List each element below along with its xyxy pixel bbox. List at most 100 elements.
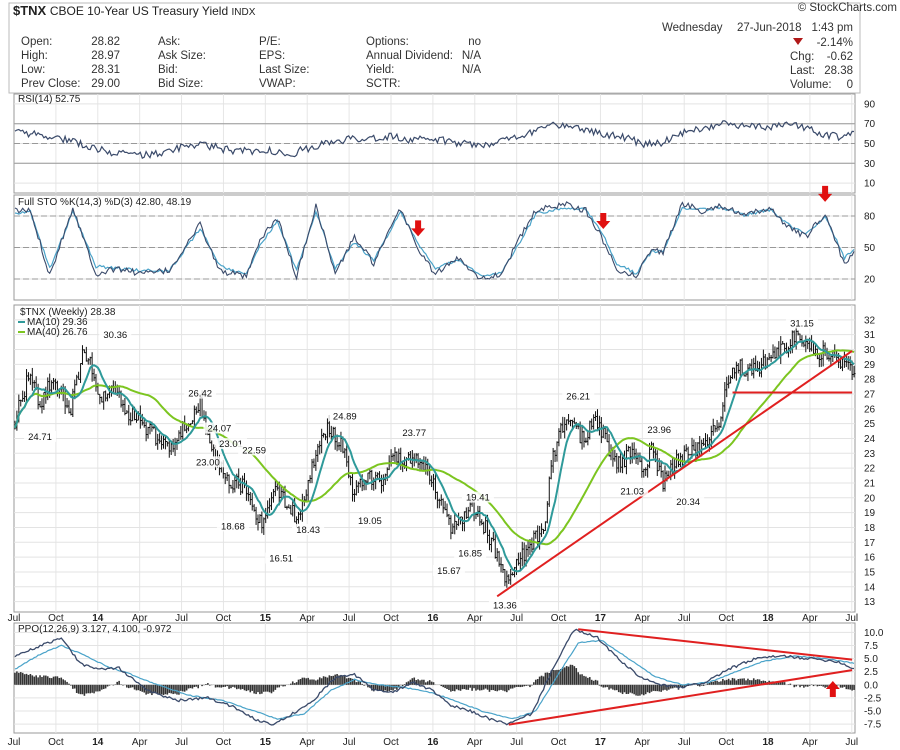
quote-label: Prev Close:: [21, 78, 80, 90]
symbol: $TNX: [13, 3, 50, 18]
x-tick-label: Jul: [175, 737, 188, 748]
callout-bg: [643, 424, 676, 436]
callout-bg: [328, 410, 361, 422]
callout-bg: [203, 422, 236, 434]
x-tick-label: Jul: [845, 613, 858, 624]
y-tick-label: 15: [864, 567, 876, 578]
ma40-label: MA(40) 26.76: [27, 327, 88, 338]
x-tick-label: Oct: [383, 613, 399, 624]
panel-price: 32 31 30 29 28 27 26 25 24 23 22 21 20 19 18 17 16 15 14 13…: [13, 304, 876, 613]
x-tick-label: 16: [427, 737, 439, 748]
volume-value: 0: [847, 79, 853, 91]
y-tick-label: 10: [864, 179, 876, 190]
y-tick-label: 18: [864, 523, 876, 534]
price-callout: 31.15: [790, 318, 814, 329]
x-tick-label: Apr: [467, 613, 483, 624]
y-tick-label: 50: [864, 243, 876, 254]
x-tick-label: Jul: [678, 613, 691, 624]
x-tick-label: Apr: [635, 613, 651, 624]
ma10-label: MA(10) 29.36: [27, 317, 88, 328]
callout-bg: [265, 552, 298, 564]
price-callout: 20.34: [676, 497, 700, 508]
y-tick-label: 70: [864, 119, 876, 130]
callout-bg: [488, 599, 521, 611]
price-title: $TNX (Weekly) 28.38: [20, 307, 116, 318]
x-tick-label: Jul: [8, 613, 21, 624]
price-callout: 18.43: [296, 525, 320, 536]
symbol-title: $TNX CBOE 10-Year US Treasury Yield INDX: [13, 3, 256, 18]
quote-label: Low:: [21, 64, 45, 76]
x-tick-label: 18: [762, 613, 774, 624]
panel-sto: 80 50 20 Full STO %K(14,3) %D(3) 42.80, 48.…: [13, 185, 876, 301]
x-tick-label: 17: [595, 737, 607, 748]
callout-bg: [238, 444, 271, 456]
x-tick-label: Oct: [48, 737, 64, 748]
quote-label: EPS:: [259, 50, 285, 62]
y-tick-label: 20: [864, 493, 876, 504]
panel-frame: [13, 622, 856, 734]
x-tick-label: Jul: [175, 613, 188, 624]
quote-label: Options:: [366, 36, 409, 48]
callout-bg: [353, 514, 386, 526]
header-frame: [8, 2, 861, 94]
quote-label: Bid:: [158, 64, 178, 76]
price-callout: 23.77: [402, 428, 426, 439]
x-tick-label: Jul: [343, 613, 356, 624]
sto-values: 42.80, 48.19: [136, 197, 192, 208]
quote-label: Last Size:: [259, 64, 310, 76]
quote-label: Ask Size:: [158, 50, 206, 62]
sto-title: Full STO %K(14,3) %D(3) 42.80, 48.19: [18, 197, 192, 208]
y-tick-label: 25: [864, 419, 876, 430]
x-tick-label: Jul: [343, 737, 356, 748]
x-tick-label: Jul: [845, 737, 858, 748]
x-axis-ppo: Jul Oct 14 Apr Jul Oct 15 Apr Jul Oct 16 Apr Jul Oct 1…: [8, 737, 859, 748]
chg-label: Chg:: [790, 51, 814, 63]
buy-arrow-icon: [825, 681, 840, 697]
x-tick-label: Oct: [551, 737, 567, 748]
y-tick-label: 32: [864, 315, 876, 326]
y-tick-label: 16: [864, 553, 876, 564]
callout-bg: [785, 317, 818, 329]
quote-label: VWAP:: [259, 78, 296, 90]
last-value: 28.38: [824, 65, 853, 77]
security-name: CBOE 10-Year US Treasury Yield: [50, 4, 232, 18]
quote-label: Annual Dividend:: [366, 50, 453, 62]
rsi-title: RSI(14) 52.75: [18, 94, 81, 105]
quote-value: N/A: [462, 64, 482, 76]
sell-arrow-icon: [411, 220, 426, 237]
x-tick-label: Apr: [299, 613, 315, 624]
ppo-title: PPO(12,26,9) 3.127, 4.100, -0.972: [18, 624, 172, 635]
x-tick-label: 15: [260, 613, 272, 624]
date-value: 27-Jun-2018: [737, 22, 802, 34]
y-tick-label: 13: [864, 597, 876, 608]
ppo-line: [14, 628, 854, 726]
quote-label: P/E:: [259, 36, 281, 48]
price-callout: 30.36: [103, 330, 127, 341]
quote-label: High:: [21, 50, 48, 62]
y-tick-label: 28: [864, 375, 876, 386]
x-tick-label: Jul: [510, 737, 523, 748]
y-tick-label: 7.5: [864, 641, 878, 652]
quote-value: 28.97: [91, 50, 120, 62]
callout-bg: [99, 329, 132, 341]
price-callout: 26.21: [566, 392, 590, 403]
sell-arrow-icon: [596, 212, 611, 229]
price-callout: 19.41: [466, 493, 490, 504]
quote-value: N/A: [462, 50, 482, 62]
x-tick-label: Oct: [718, 737, 734, 748]
x-tick-label: 14: [92, 613, 104, 624]
y-tick-label: 20: [864, 275, 876, 286]
price-callout: 19.05: [358, 516, 382, 527]
x-tick-label: Oct: [48, 613, 64, 624]
x-tick-label: 18: [762, 737, 774, 748]
x-tick-label: Apr: [132, 613, 148, 624]
y-tick-label: 0.0: [864, 680, 878, 691]
y-tick-label: 10.0: [864, 628, 884, 639]
ppo-trendline: [578, 628, 853, 661]
y-tick-label: 30: [864, 345, 876, 356]
quote-label: SCTR:: [366, 78, 401, 90]
x-tick-label: Oct: [216, 737, 232, 748]
quote-value: 28.31: [91, 64, 120, 76]
